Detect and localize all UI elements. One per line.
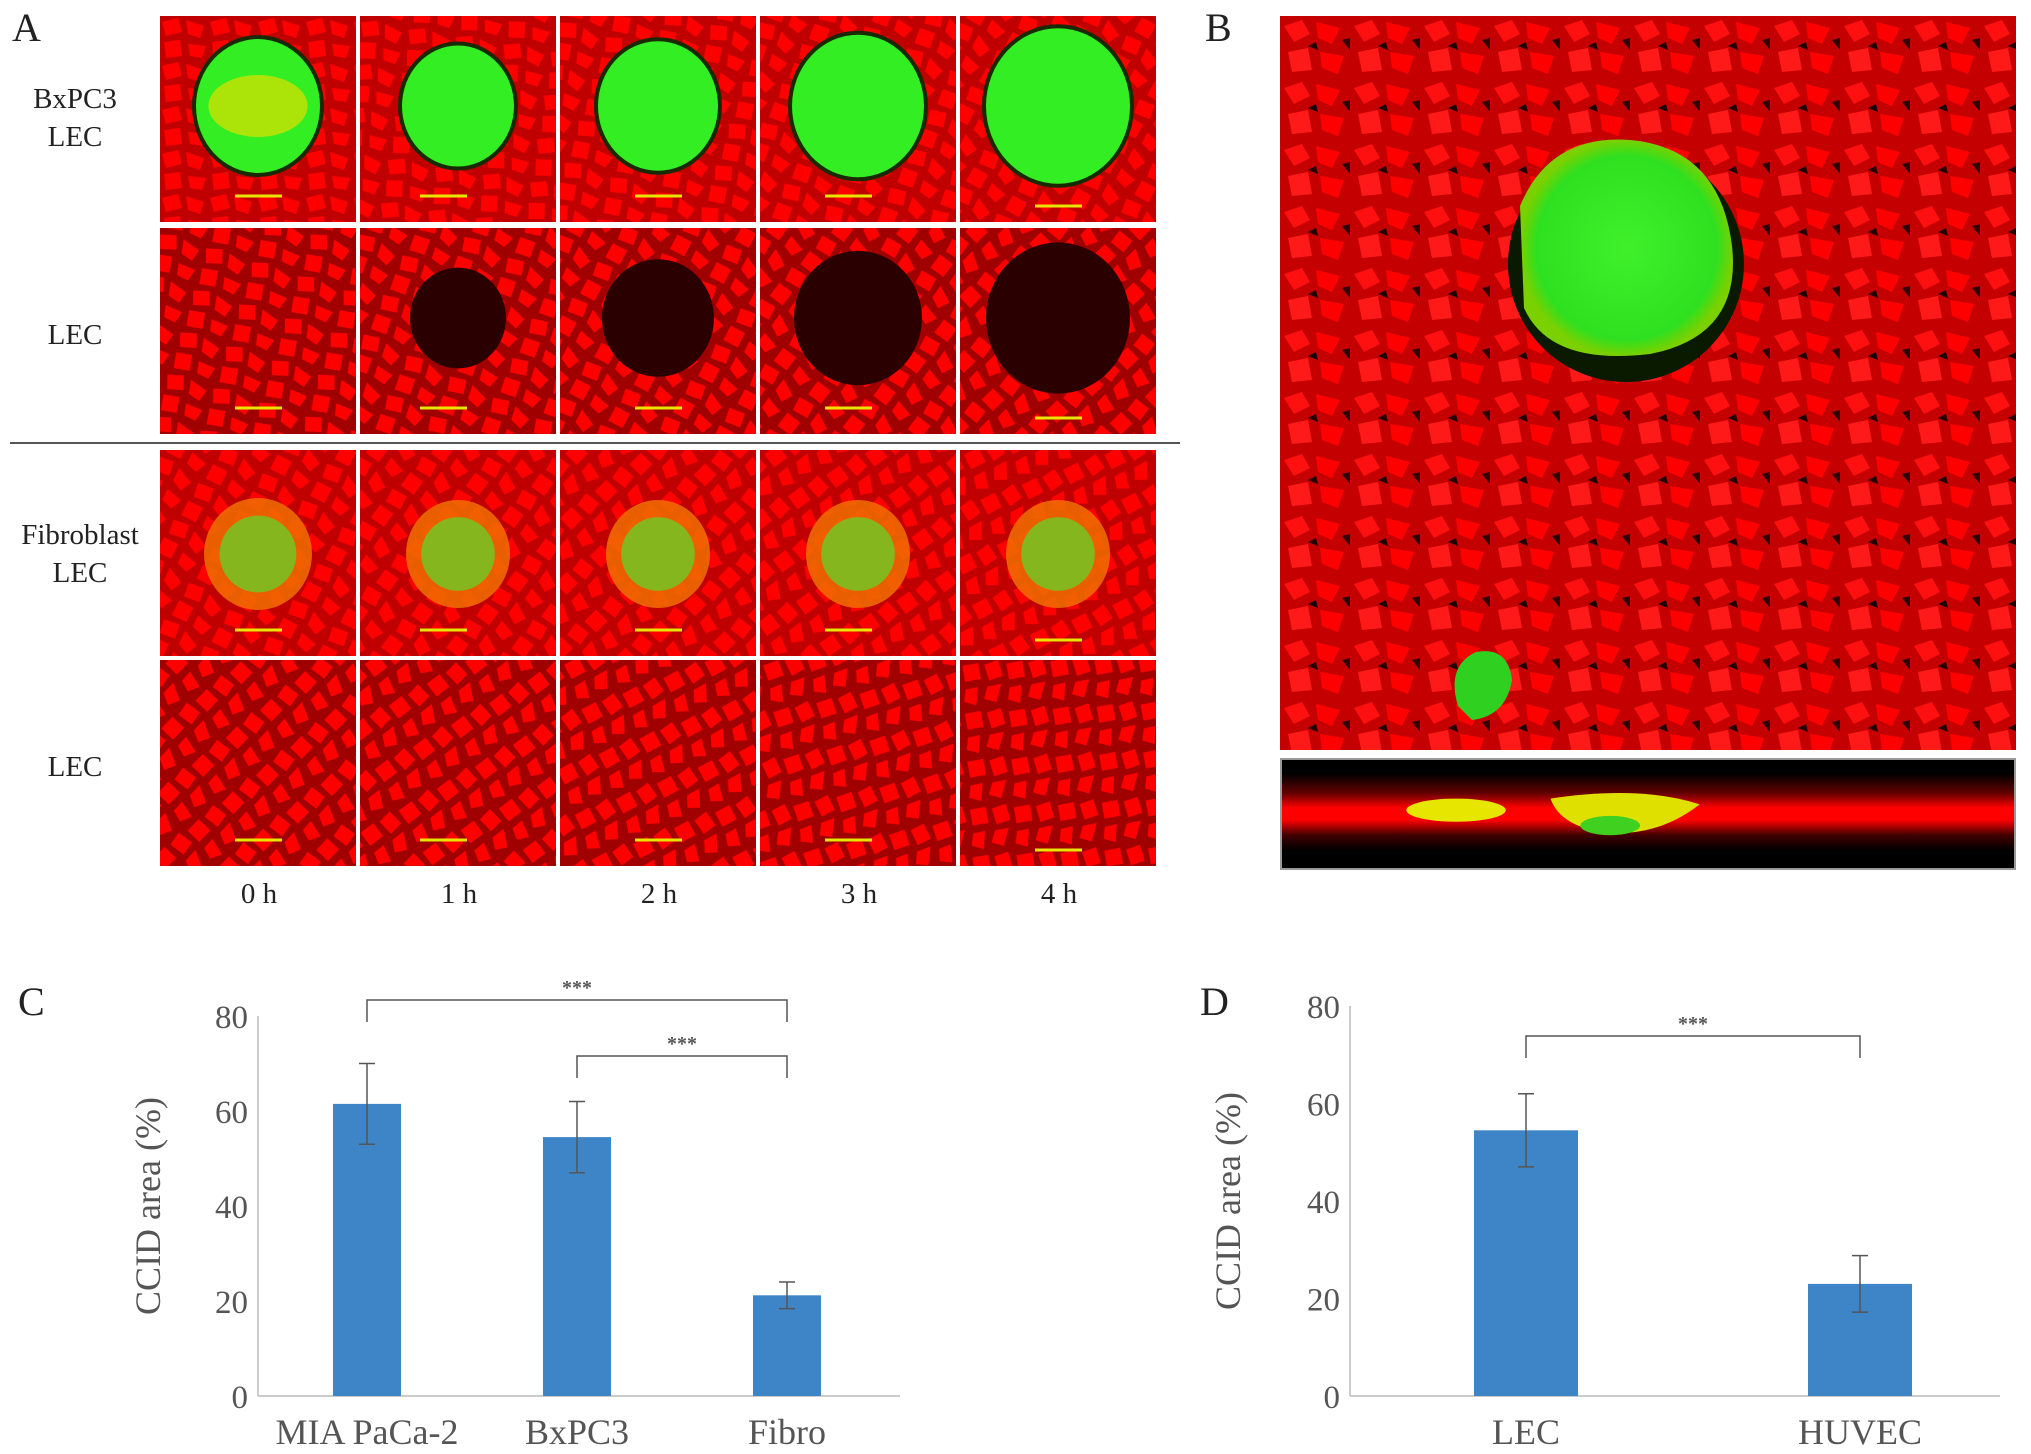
chart-c-significance-label: *** <box>562 977 592 999</box>
bar-chart-d: 0 20 40 60 80 CCID area (%) LEC HUVEC *** <box>1100 960 2031 1454</box>
microscopy-tile <box>560 228 756 434</box>
chart-c-significance-label: *** <box>667 1033 697 1055</box>
microscopy-tile <box>360 450 556 656</box>
chart-d-significance-bracket <box>1525 1035 1861 1058</box>
row-label-lec-2: LEC <box>10 748 140 786</box>
chart-d-error-bar <box>1852 1254 1868 1313</box>
microscopy-tile <box>160 228 356 434</box>
chart-c-category-label: Fibro <box>748 1412 826 1452</box>
panel-b-side-view-image <box>1280 758 2016 870</box>
row-label-fibroblast-lec: Fibroblast LEC <box>10 516 150 592</box>
microscopy-tile <box>960 660 1156 866</box>
chart-c-error-bar <box>569 1100 585 1174</box>
microscopy-tile <box>760 450 956 656</box>
row-label-lec-1: LEC <box>10 316 140 354</box>
row-label-line: Fibroblast <box>21 519 139 551</box>
chart-c-significance-bracket <box>366 999 788 1022</box>
chart-d-y-tick-label: 60 <box>1307 1088 1340 1124</box>
chart-c-y-axis-label: CCID area (%) <box>128 1097 168 1315</box>
bar-chart-c: 0 20 40 60 80 CCID area (%) MIA PaCa-2 BxPC3 Fib… <box>0 960 1000 1454</box>
panel-c-letter: C <box>18 979 45 1024</box>
row-label-bxpc3-lec: BxPC3 LEC <box>10 80 140 156</box>
microscopy-tile <box>560 660 756 866</box>
microscopy-tile <box>160 16 356 222</box>
microscopy-tile <box>160 450 356 656</box>
chart-c-category-label: MIA PaCa-2 <box>276 1412 459 1452</box>
chart-d-y-tick-label: 0 <box>1324 1380 1341 1416</box>
chart-c-error-bar <box>779 1281 795 1310</box>
microscopy-tile <box>560 450 756 656</box>
chart-c-y-tick-label: 40 <box>215 1190 248 1226</box>
chart-d-y-tick-label: 40 <box>1307 1185 1340 1221</box>
panel-a-divider <box>10 442 1180 444</box>
row-label-line: BxPC3 <box>33 83 117 115</box>
chart-d-y-axis-label: CCID area (%) <box>1208 1092 1248 1310</box>
row-label-line: LEC <box>47 121 103 153</box>
microscopy-tile <box>360 228 556 434</box>
row-label-line: LEC <box>47 751 103 783</box>
microscopy-tile <box>960 16 1156 222</box>
time-label-1h: 1 h <box>440 878 478 910</box>
microscopy-tile <box>760 16 956 222</box>
chart-d-category-label: HUVEC <box>1798 1412 1922 1452</box>
microscopy-tile <box>360 16 556 222</box>
microscopy-tile <box>560 16 756 222</box>
microscopy-tile <box>160 660 356 866</box>
time-label-2h: 2 h <box>640 878 678 910</box>
chart-c-significance-bracket <box>576 1055 788 1078</box>
row-label-line: LEC <box>47 319 103 351</box>
chart-c-y-tick-label: 0 <box>232 1380 249 1416</box>
chart-d-y-tick-label: 20 <box>1307 1283 1340 1319</box>
row-label-line: LEC <box>52 557 108 589</box>
microscopy-tile <box>960 450 1156 656</box>
chart-c-bar <box>333 1103 401 1396</box>
chart-d-bar <box>1474 1130 1578 1396</box>
chart-d-error-bar <box>1518 1093 1534 1168</box>
panel-a-letter: A <box>12 5 41 50</box>
time-label-3h: 3 h <box>840 878 878 910</box>
chart-c-category-label: BxPC3 <box>525 1412 629 1452</box>
chart-c-bar <box>543 1137 611 1396</box>
panel-b-top-view-image <box>1280 16 2016 750</box>
microscopy-tile <box>360 660 556 866</box>
time-label-4h: 4 h <box>1040 878 1078 910</box>
panel-d-letter: D <box>1200 979 1229 1024</box>
chart-d-category-label: LEC <box>1492 1412 1560 1452</box>
microscopy-tile <box>760 228 956 434</box>
time-label-0h: 0 h <box>240 878 278 910</box>
chart-c-y-tick-label: 80 <box>215 1000 248 1036</box>
microscopy-tile <box>760 660 956 866</box>
chart-c-bar <box>753 1295 821 1396</box>
chart-c-y-tick-label: 60 <box>215 1095 248 1131</box>
panel-b-letter: B <box>1205 5 1232 50</box>
chart-c-y-tick-label: 20 <box>215 1285 248 1321</box>
chart-d-significance-label: *** <box>1678 1013 1708 1035</box>
chart-d-y-tick-label: 80 <box>1307 990 1340 1026</box>
chart-c-error-bar <box>359 1062 375 1145</box>
microscopy-tile <box>960 228 1156 434</box>
